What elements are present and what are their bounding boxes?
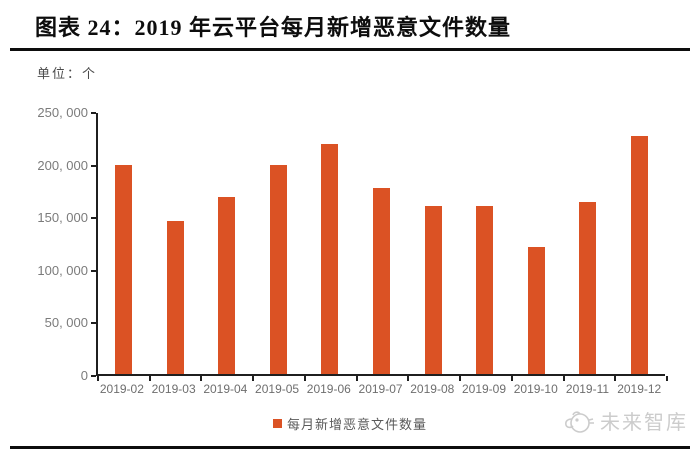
y-tick-label: 250, 000 (37, 105, 88, 120)
y-axis-tick (91, 269, 96, 272)
bar-2019-09 (476, 205, 494, 374)
x-axis-tick (303, 376, 306, 381)
y-tick-label: 150, 000 (37, 210, 88, 226)
bar-cell-2019-12 (613, 113, 665, 374)
legend-marker (272, 419, 282, 428)
bottom-divider (10, 446, 690, 449)
bar-2019-10 (527, 246, 545, 374)
bars-container (98, 113, 665, 374)
x-axis-tick (200, 376, 203, 381)
x-axis-tick (407, 376, 410, 381)
y-tick-label: 100, 000 (37, 262, 88, 278)
bar-cell-2019-08 (407, 113, 459, 374)
x-tick-label-2019-11: 2019-11 (565, 382, 610, 396)
bar-2019-07 (373, 188, 390, 374)
x-axis-tick (614, 376, 617, 381)
plot-area (91, 112, 668, 381)
bar-cell-2019-03 (150, 113, 202, 374)
bar-cell-2019-10 (510, 113, 562, 374)
brand-watermark: 未来智库 (561, 406, 688, 435)
bar-2019-03 (166, 220, 184, 374)
x-axis-tick (510, 376, 513, 381)
x-axis-tick (252, 376, 255, 381)
bar-2019-05 (269, 165, 287, 374)
bar-2019-12 (630, 135, 648, 374)
y-axis-tick (91, 375, 96, 377)
brand-name: 未来智库 (600, 412, 688, 434)
unit-label: 单位：个 (37, 66, 98, 81)
bar-2019-06 (321, 144, 339, 374)
x-axis-tick (666, 376, 668, 381)
x-tick-label-2019-12: 2019-12 (617, 382, 662, 396)
bar-cell-2019-09 (459, 113, 511, 374)
x-tick-label-2019-05: 2019-05 (255, 382, 300, 396)
x-axis-tick (97, 376, 99, 381)
bar-cell-2019-07 (356, 113, 408, 374)
x-axis-tick (459, 376, 462, 381)
y-axis-tick (91, 322, 96, 325)
legend: 每月新增恶意文件数量 (0, 414, 700, 433)
x-tick-label-2019-10: 2019-10 (513, 382, 558, 396)
x-tick-label-2019-08: 2019-08 (410, 382, 455, 396)
y-axis-tick (91, 112, 96, 114)
bar-2019-08 (424, 205, 442, 374)
x-tick-label-2019-04: 2019-04 (203, 382, 248, 396)
x-tick-label-2019-09: 2019-09 (461, 382, 507, 396)
bar-cell-2019-11 (562, 113, 614, 374)
y-tick-label: 200, 000 (37, 157, 88, 173)
y-axis-tick (91, 217, 96, 220)
bar-cell-2019-04 (201, 113, 253, 374)
y-tick-label: 0 (80, 368, 88, 383)
bar-cell-2019-05 (253, 113, 305, 374)
x-tick-label-2019-03: 2019-03 (151, 382, 196, 396)
y-tick-label: 50, 000 (44, 315, 88, 331)
legend-label: 每月新增恶意文件数量 (286, 417, 427, 432)
title-divider (10, 48, 690, 51)
x-axis-tick (148, 376, 151, 381)
y-axis-tick (91, 164, 96, 167)
bar-2019-11 (579, 201, 597, 374)
bird-logo-icon (565, 410, 594, 433)
x-axis-labels: 2019-02 2019-03 2019-04 2019-05 2019-06 2019-… (96, 382, 665, 396)
bar-cell-2019-02 (98, 113, 150, 374)
figure-title: 图表 24：2019 年云平台每月新增恶意文件数量 (35, 15, 512, 40)
x-axis-tick (562, 376, 565, 381)
bar-2019-02 (115, 165, 133, 374)
x-tick-label-2019-02: 2019-02 (99, 382, 144, 396)
x-axis-tick (355, 376, 358, 381)
bar-2019-04 (218, 196, 236, 374)
x-tick-label-2019-06: 2019-06 (306, 382, 351, 396)
x-tick-label-2019-07: 2019-07 (358, 382, 403, 396)
bar-cell-2019-06 (304, 113, 356, 374)
